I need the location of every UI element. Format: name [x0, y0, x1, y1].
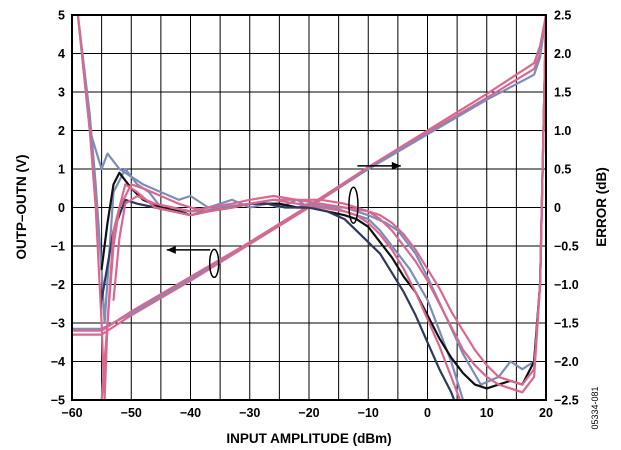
- plot-frame-border: [71, 14, 547, 401]
- x-tick-label: −20: [298, 406, 319, 420]
- y-left-tick-label: 3: [58, 86, 65, 100]
- y-left-tick-label: −3: [51, 317, 65, 331]
- figure-id: 05334-081: [590, 386, 600, 429]
- y-right-tick-label: 2.0: [554, 47, 571, 61]
- series-error-line: [112, 15, 546, 386]
- x-tick-label: 10: [480, 406, 494, 420]
- y-right-tick-label: −0.5: [554, 240, 579, 254]
- series-error-line: [100, 15, 546, 390]
- x-tick-label: 0: [424, 406, 431, 420]
- y-right-tick-label: 2.5: [554, 9, 571, 23]
- right-axis-marker-ellipse: [348, 186, 359, 224]
- y-left-tick-label: 5: [58, 9, 65, 23]
- y-axis-right-label: ERROR (dB): [594, 167, 609, 247]
- y-right-tick-label: 1.5: [554, 86, 571, 100]
- x-tick-label: 20: [539, 406, 553, 420]
- plot-frame: [71, 14, 547, 401]
- x-tick-label: −30: [239, 406, 260, 420]
- y-right-tick-label: −1.0: [554, 278, 579, 292]
- y-left-tick-label: −5: [51, 394, 65, 408]
- x-axis-label: INPUT AMPLITUDE (dBm): [226, 431, 391, 446]
- y-axis-left-label: OUTP–OUTN (V): [14, 154, 29, 259]
- series-output-line: [72, 15, 546, 332]
- left-axis-marker-ellipse: [208, 248, 220, 279]
- y-left-tick-label: 0: [58, 201, 65, 215]
- y-right-tick-label: −1.5: [554, 317, 579, 331]
- y-left-tick-label: −1: [51, 240, 65, 254]
- right-axis-marker-arrowhead: [391, 161, 401, 170]
- y-right-tick-label: 0.5: [554, 163, 571, 177]
- y-left-tick-label: 4: [58, 47, 65, 61]
- y-left-tick-label: −4: [51, 355, 65, 369]
- x-tick-label: −40: [180, 406, 201, 420]
- y-left-tick-label: −2: [51, 278, 65, 292]
- tick-labels: −60 −50 −40 −30 −20 −10 0 10 20543210−1−2−3−4−52…: [51, 9, 579, 421]
- y-right-tick-label: −2.0: [554, 355, 579, 369]
- series-error-line: [76, 15, 462, 400]
- left-axis-marker-arrowhead: [166, 245, 176, 254]
- x-tick-label: −60: [61, 406, 82, 420]
- y-left-tick-label: 1: [58, 163, 65, 177]
- y-right-tick-label: −2.5: [554, 394, 579, 408]
- y-right-tick-label: 1.0: [554, 124, 571, 138]
- y-right-tick-label: 0: [554, 201, 561, 215]
- x-tick-label: −50: [121, 406, 142, 420]
- y-left-tick-label: 2: [58, 124, 65, 138]
- annotations: [166, 161, 401, 279]
- x-tick-label: −10: [358, 406, 379, 420]
